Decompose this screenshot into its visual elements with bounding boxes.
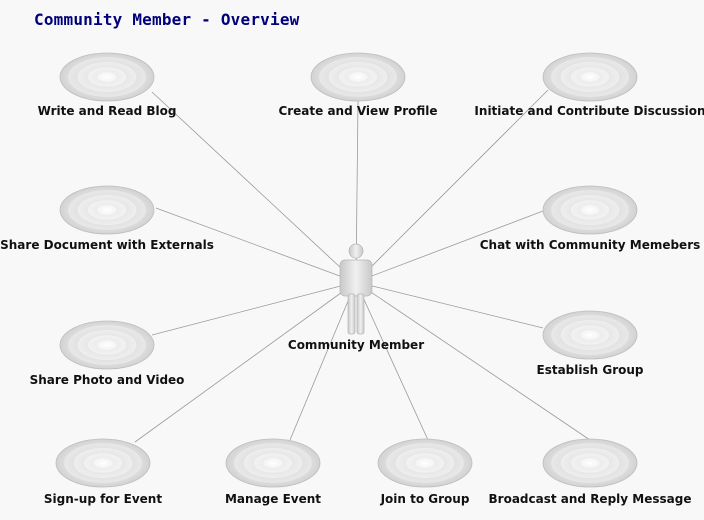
actor-torso (339, 259, 373, 297)
use-case-ellipse-manage-event[interactable] (225, 438, 321, 488)
actor-head (348, 243, 364, 259)
use-case-label-establish-group: Establish Group (536, 363, 644, 377)
use-case-label-initiate-and-contribute-discussion: Initiate and Contribute Discussion (474, 104, 704, 118)
actor-label: Community Member (287, 338, 425, 352)
association-line-share-photo-and-video (151, 281, 357, 336)
use-case-ellipse-share-document-with-externals[interactable] (59, 185, 155, 235)
use-case-label-share-photo-and-video: Share Photo and Video (29, 373, 185, 387)
use-case-label-manage-event: Manage Event (224, 492, 322, 506)
actor-left-leg (347, 293, 356, 335)
use-case-label-share-document-with-externals: Share Document with Externals (0, 238, 214, 252)
association-line-chat-with-community-memebers (355, 210, 544, 283)
association-line-establish-group (355, 281, 544, 329)
use-case-label-broadcast-and-reply-message: Broadcast and Reply Message (488, 492, 692, 506)
association-line-join-to-group (355, 281, 429, 441)
use-case-ellipse-join-to-group[interactable] (377, 438, 473, 488)
use-case-label-sign-up-for-event: Sign-up for Event (43, 492, 163, 506)
association-line-share-document-with-externals (155, 207, 357, 283)
use-case-ellipse-share-photo-and-video[interactable] (59, 320, 155, 370)
use-case-label-create-and-view-profile: Create and View Profile (278, 104, 438, 118)
association-line-write-and-read-blog (151, 91, 357, 283)
use-case-ellipse-broadcast-and-reply-message[interactable] (542, 438, 638, 488)
use-case-label-join-to-group: Join to Group (380, 492, 470, 506)
use-case-ellipse-sign-up-for-event[interactable] (55, 438, 151, 488)
diagram-title: Community Member - Overview (34, 10, 300, 29)
association-line-manage-event (289, 281, 357, 441)
actor-figure[interactable] (339, 243, 373, 335)
association-line-initiate-and-contribute-discussion (355, 89, 549, 283)
actor-right-leg (356, 293, 365, 335)
association-line-sign-up-for-event (134, 281, 357, 443)
use-case-ellipse-write-and-read-blog[interactable] (59, 52, 155, 102)
use-case-ellipse-initiate-and-contribute-discussion[interactable] (542, 52, 638, 102)
use-case-ellipse-chat-with-community-memebers[interactable] (542, 185, 638, 235)
association-line-broadcast-and-reply-message (355, 281, 591, 441)
use-case-ellipse-create-and-view-profile[interactable] (310, 52, 406, 102)
use-case-ellipse-establish-group[interactable] (542, 310, 638, 360)
use-case-label-chat-with-community-memebers: Chat with Community Memebers (479, 238, 701, 252)
use-case-label-write-and-read-blog: Write and Read Blog (37, 104, 177, 118)
